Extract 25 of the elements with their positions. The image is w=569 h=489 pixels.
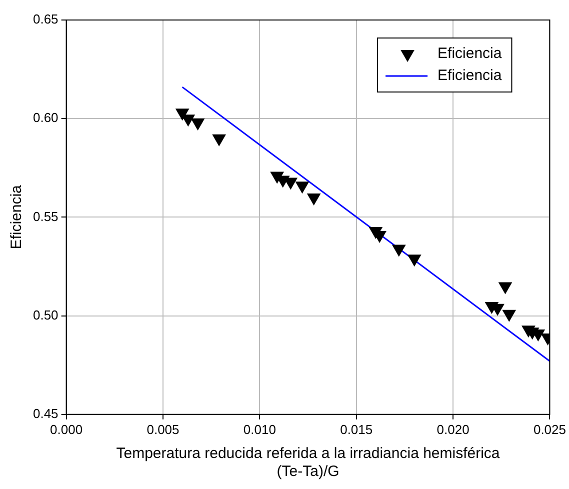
x-tick-label: 0.010 [243, 422, 276, 437]
x-tick-label: 0.025 [533, 422, 566, 437]
legend-label: Eficiencia [438, 67, 502, 84]
point [408, 254, 421, 266]
y-tick-label: 0.55 [32, 208, 58, 224]
point [307, 193, 320, 205]
point [392, 244, 406, 256]
point [191, 118, 204, 130]
x-tick-label: 0.000 [50, 422, 83, 437]
y-axis-title: Eficiencia [8, 184, 26, 250]
point [182, 114, 195, 126]
x-axis-title: Temperatura reducida referida a la irradiancia hemisférica (Te-Ta)/G [116, 445, 500, 480]
y-tick-label: 0.50 [32, 307, 58, 322]
point [284, 178, 298, 190]
x-tick-label: 0.020 [436, 422, 470, 437]
x-tick-label: 0.005 [146, 422, 180, 437]
y-tick-label: 0.45 [32, 406, 58, 421]
point [296, 182, 309, 194]
x-tick-label: 0.015 [340, 422, 373, 437]
y-tick-label: 0.60 [32, 110, 58, 126]
point [212, 134, 226, 146]
y-tick-label: 0.65 [32, 12, 58, 27]
legend-label: Eficiencia [438, 45, 502, 62]
point [498, 282, 512, 294]
point [502, 310, 516, 322]
